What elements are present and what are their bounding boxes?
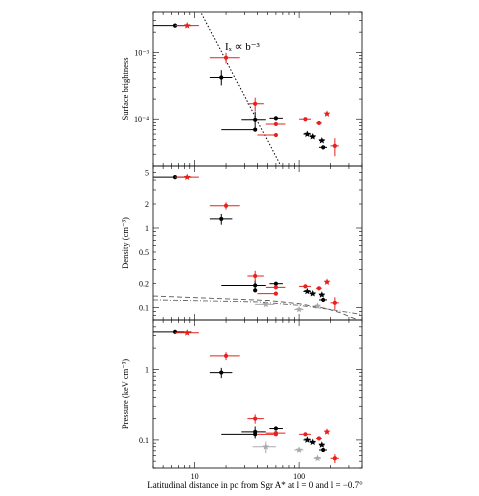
data-point-star [323, 278, 331, 285]
data-point-circle [321, 447, 326, 453]
data-point-circle [316, 286, 322, 291]
data-point-circle [253, 432, 258, 437]
data-point-circle [273, 121, 279, 127]
data-point-circle [321, 145, 326, 150]
y-axis-label-middle: Density (cm⁻³) [120, 217, 130, 269]
y-tick-label: 0.2 [139, 280, 149, 289]
data-point-circle [332, 300, 337, 305]
frame-bottom [152, 319, 363, 469]
data-point-star [262, 300, 270, 308]
x-tick-label: 10 [191, 472, 199, 481]
model-line-dashed [153, 295, 359, 320]
data-point-star [323, 428, 331, 435]
data-point-star [262, 443, 270, 450]
y-tick-label: 2 [145, 200, 149, 209]
data-point-star [309, 133, 317, 140]
data-point-star [183, 22, 191, 29]
data-point-circle [303, 432, 308, 437]
data-point-star [314, 302, 321, 309]
data-point-circle [223, 55, 229, 60]
panel-top: 10⁻³ 10⁻⁴ Surface brightness Iₓ ∝ b⁻³ [120, 11, 363, 167]
data-point-circle [253, 273, 258, 279]
data-point-circle [223, 353, 229, 358]
x-axis-label: Latitudinal distance in pc from Sgr A* a… [147, 480, 363, 490]
data-point-circle [172, 329, 178, 334]
data-point-circle [303, 284, 308, 289]
data-point-circle [253, 127, 258, 132]
data-point-circle [253, 288, 258, 293]
data-point-star [303, 130, 311, 137]
data-point-circle [219, 370, 224, 375]
data-point-circle [273, 426, 279, 431]
data-point-circle [273, 132, 279, 138]
data-point-circle [316, 120, 322, 126]
y-tick-label: 0.5 [139, 248, 149, 257]
panel-bottom: 1 0.1 10 100 Pressure (keV cm⁻³) [120, 319, 363, 481]
data-point-star [318, 441, 326, 448]
data-point-star [295, 305, 303, 313]
data-point-star [183, 329, 191, 336]
data-point-circle [273, 432, 279, 437]
y-tick-label: 10⁻⁴ [134, 115, 149, 124]
data-point-star [309, 438, 317, 446]
data-point-circle [253, 283, 258, 288]
data-point-star [183, 173, 191, 181]
data-point-circle [273, 116, 279, 121]
data-point-circle [273, 285, 279, 290]
data-point-circle [332, 143, 337, 148]
power-law-annotation: Iₓ ∝ b⁻³ [225, 41, 261, 53]
data-point-star [323, 110, 331, 117]
data-point-circle [273, 281, 279, 286]
data-point-star [295, 446, 303, 453]
x-tick-label: 100 [293, 472, 305, 481]
data-point-star [309, 290, 317, 297]
y-tick-label: 1 [145, 224, 149, 233]
plot-area-middle [153, 173, 362, 320]
data-point-star [318, 136, 326, 144]
data-point-circle [332, 456, 337, 461]
data-point-star [303, 287, 311, 295]
data-point-star [314, 454, 321, 462]
y-axis-label-top: Surface brightness [120, 57, 130, 120]
y-tick-label: 1 [145, 365, 149, 374]
y-tick-label: 0.1 [139, 304, 149, 313]
data-point-circle [273, 291, 279, 296]
data-point-circle [219, 216, 224, 222]
data-point-circle [316, 436, 322, 441]
data-point-circle [219, 75, 224, 80]
y-axis-label-bottom: Pressure (keV cm⁻³) [120, 359, 130, 429]
data-point-circle [253, 101, 258, 106]
panel-middle: 5 2 1 0.5 0.2 0.1 Density (cm⁻³) [120, 165, 363, 321]
data-point-star [318, 291, 326, 298]
data-point-circle [253, 416, 258, 421]
frame-middle [152, 165, 363, 321]
frame-top [152, 11, 363, 167]
plot-area-top [153, 12, 339, 166]
data-point-star [303, 436, 311, 443]
model-line-dash-dot [153, 299, 362, 315]
data-point-circle [303, 117, 308, 122]
data-point-circle [253, 117, 258, 122]
y-tick-label: 0.1 [139, 436, 149, 445]
plot-area-bottom [153, 329, 339, 464]
data-point-circle [223, 203, 229, 208]
y-tick-label: 5 [145, 168, 149, 177]
y-tick-label: 10⁻³ [134, 48, 149, 57]
data-point-circle [321, 297, 326, 303]
